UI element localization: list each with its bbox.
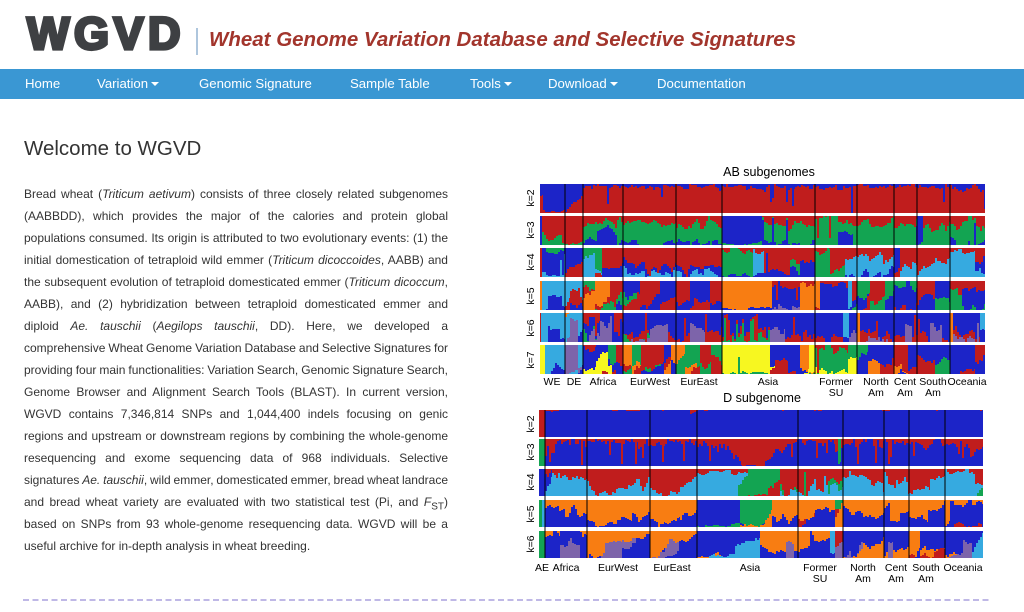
svg-text:SU: SU — [813, 573, 828, 585]
svg-text:k=5: k=5 — [525, 505, 537, 522]
svg-text:k=3: k=3 — [525, 443, 537, 460]
svg-text:AB subgenomes: AB subgenomes — [723, 165, 815, 179]
svg-text:Am: Am — [855, 573, 871, 585]
svg-text:EurWest: EurWest — [630, 376, 670, 388]
svg-text:Am: Am — [897, 387, 913, 399]
svg-text:k=6: k=6 — [525, 319, 537, 336]
svg-text:k=5: k=5 — [525, 287, 537, 304]
svg-text:k=2: k=2 — [525, 189, 537, 206]
svg-text:Former: Former — [803, 562, 837, 574]
svg-text:South: South — [919, 376, 947, 388]
svg-text:Oceania: Oceania — [947, 376, 986, 388]
svg-text:D subgenome: D subgenome — [723, 391, 801, 405]
svg-text:SU: SU — [829, 387, 844, 399]
svg-text:k=3: k=3 — [525, 221, 537, 238]
svg-text:Am: Am — [888, 573, 904, 585]
svg-text:k=2: k=2 — [525, 415, 537, 432]
svg-text:AE: AE — [535, 562, 549, 574]
svg-text:k=4: k=4 — [525, 253, 537, 270]
svg-text:Am: Am — [868, 387, 884, 399]
svg-text:WE: WE — [544, 376, 561, 388]
svg-text:North: North — [850, 562, 876, 574]
svg-text:Cent: Cent — [885, 562, 907, 574]
svg-text:Cent: Cent — [894, 376, 916, 388]
svg-text:EurWest: EurWest — [598, 562, 638, 574]
svg-text:Africa: Africa — [590, 376, 617, 388]
svg-text:Oceania: Oceania — [943, 562, 982, 574]
svg-text:k=4: k=4 — [525, 473, 537, 490]
svg-text:EurEast: EurEast — [653, 562, 690, 574]
svg-text:Africa: Africa — [553, 562, 580, 574]
svg-text:EurEast: EurEast — [680, 376, 717, 388]
svg-text:Asia: Asia — [740, 562, 761, 574]
svg-text:k=7: k=7 — [525, 351, 537, 368]
svg-text:Am: Am — [918, 573, 934, 585]
svg-text:k=6: k=6 — [525, 535, 537, 552]
svg-text:North: North — [863, 376, 889, 388]
svg-text:Former: Former — [819, 376, 853, 388]
svg-text:South: South — [912, 562, 940, 574]
svg-text:Asia: Asia — [758, 376, 779, 388]
svg-text:DE: DE — [567, 376, 582, 388]
svg-text:Am: Am — [925, 387, 941, 399]
